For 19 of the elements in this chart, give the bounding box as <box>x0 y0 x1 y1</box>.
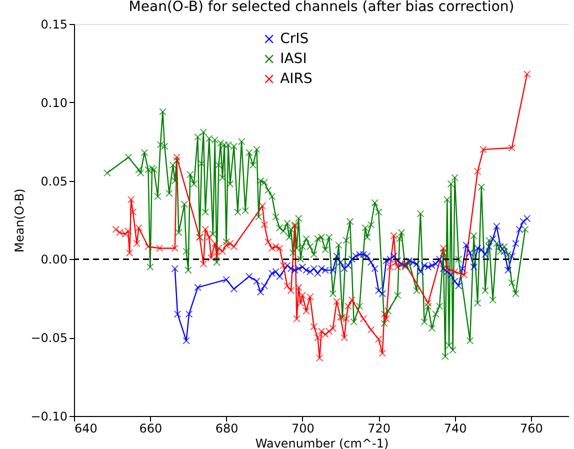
x-tick-label: 760 <box>520 422 543 436</box>
legend-label: IASI <box>280 51 307 67</box>
x-tick-label: 680 <box>215 422 238 436</box>
legend-label: CrIS <box>280 31 309 47</box>
y-axis-title: Mean(O-B) <box>12 188 27 252</box>
x-axis-title: Wavenumber (cm^-1) <box>255 436 389 449</box>
y-tick-label: 0.10 <box>40 96 68 110</box>
y-tick-label: 0.15 <box>40 18 68 32</box>
x-tick-label: 700 <box>292 422 314 436</box>
y-tick-label: −0.10 <box>30 410 68 424</box>
y-tick-label: −0.05 <box>30 331 68 346</box>
chart-title: Mean(O-B) for selected channels (after bias correction) <box>128 0 514 15</box>
legend-label: AIRS <box>280 71 313 87</box>
y-tick-label: 0.05 <box>40 174 68 188</box>
x-tick-label: 740 <box>444 422 467 436</box>
x-tick-label: 640 <box>74 422 98 436</box>
y-tick-label: 0.00 <box>40 252 68 267</box>
x-tick-label: 660 <box>139 422 162 436</box>
x-tick-label: 720 <box>368 422 391 436</box>
